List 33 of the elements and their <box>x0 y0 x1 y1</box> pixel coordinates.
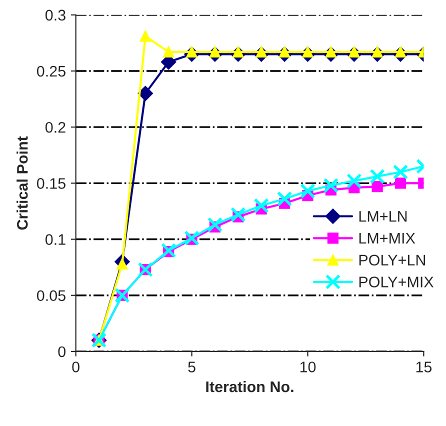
point <box>346 173 362 189</box>
point <box>184 230 200 246</box>
legend-label: POLY+MIX <box>359 276 434 288</box>
legend-label: LM+LN <box>359 211 407 222</box>
x-tick-label: 15 <box>416 362 432 372</box>
x-axis-title: Iteration No. <box>206 380 294 392</box>
y-tick-label: 0.2 <box>45 122 66 133</box>
point <box>138 86 153 102</box>
y-axis-title: Critical Point <box>16 136 28 230</box>
point <box>300 183 316 199</box>
point <box>160 242 176 258</box>
point <box>372 180 383 192</box>
point <box>140 30 151 42</box>
legend-label: LM+MIX <box>359 232 416 244</box>
y-tick-label: 0.05 <box>36 290 66 302</box>
point <box>394 178 406 189</box>
point <box>207 217 223 232</box>
y-tick-label: 0.1 <box>45 234 66 245</box>
point <box>370 168 385 184</box>
x-tick-label: 0 <box>72 362 80 372</box>
point <box>392 164 408 180</box>
point <box>323 178 339 194</box>
y-tick-label: 0.15 <box>36 178 66 189</box>
y-tick-label: 0.25 <box>36 66 66 77</box>
point <box>230 206 246 222</box>
x-tick-label: 10 <box>300 362 316 372</box>
legend-label: POLY+LN <box>359 254 425 266</box>
x-tick-label: 5 <box>188 362 196 372</box>
y-tick-label: 0.3 <box>45 10 66 21</box>
point <box>163 46 174 58</box>
point <box>276 191 292 207</box>
point <box>254 198 269 214</box>
y-tick-label: 0 <box>58 346 66 358</box>
